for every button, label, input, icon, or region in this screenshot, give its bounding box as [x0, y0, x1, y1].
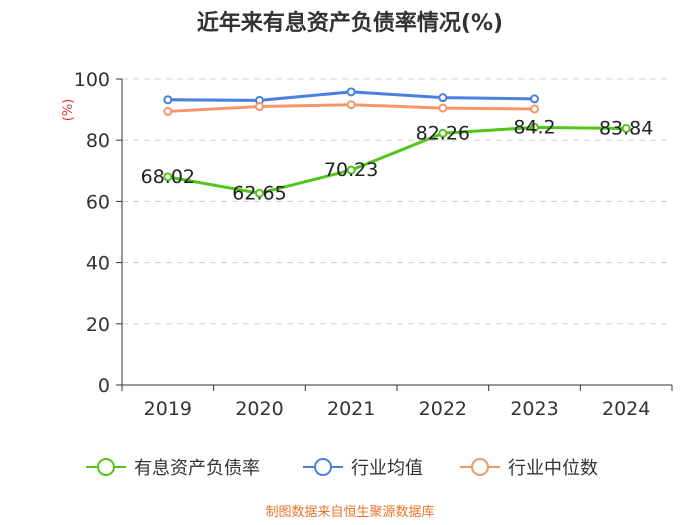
legend[interactable]: 有息资产负债率 行业均值 行业中位数: [86, 458, 598, 479]
data-point[interactable]: [346, 100, 356, 110]
data-label: 82.26: [416, 122, 470, 144]
y-tick-label: 80: [86, 130, 110, 152]
data-point[interactable]: [255, 188, 264, 198]
data-point[interactable]: [438, 128, 448, 138]
data-point[interactable]: [255, 102, 264, 112]
legend-label: 行业中位数: [508, 458, 598, 479]
series-line: [167, 125, 627, 195]
x-tick-label: 2021: [327, 398, 375, 420]
data-point[interactable]: [163, 172, 173, 182]
source-note: 制图数据来自恒生聚源数据库: [265, 504, 434, 520]
data-label: 62.65: [232, 182, 286, 204]
data-label: 70.23: [324, 159, 378, 181]
data-point[interactable]: [530, 94, 539, 104]
y-tick-labels: 0 20 40 60 80 100: [74, 69, 110, 397]
data-label: 68.02: [141, 166, 195, 188]
data-point[interactable]: [163, 106, 173, 116]
data-point[interactable]: [530, 104, 539, 114]
legend-label: 行业均值: [351, 458, 423, 479]
chart-title: 近年来有息资产负债率情况(%): [197, 10, 503, 36]
series-0: [163, 122, 631, 198]
x-tick-label: 2020: [235, 398, 283, 420]
legend-marker: [97, 458, 115, 476]
y-tick-label: 20: [86, 314, 110, 336]
y-tick-label: 0: [98, 375, 110, 397]
data-point[interactable]: [438, 103, 448, 113]
legend-item-0[interactable]: 有息资产负债率: [86, 458, 260, 479]
data-point[interactable]: [346, 87, 356, 97]
legend-marker: [471, 458, 489, 476]
x-tick-label: 2022: [419, 398, 467, 420]
series-lines: [163, 87, 631, 198]
x-tick-label: 2019: [144, 398, 192, 420]
y-tick-label: 100: [74, 69, 110, 91]
data-point[interactable]: [163, 95, 173, 105]
y-tick-label: 40: [86, 253, 110, 275]
data-point[interactable]: [530, 122, 539, 132]
legend-label: 有息资产负债率: [134, 458, 260, 479]
legend-item-2[interactable]: 行业中位数: [460, 458, 598, 479]
data-label: 84.2: [513, 116, 555, 138]
legend-item-1[interactable]: 行业均值: [303, 458, 423, 479]
data-point[interactable]: [621, 123, 631, 133]
legend-marker: [314, 458, 332, 476]
x-tick-label: 2024: [602, 398, 650, 420]
series-2: [163, 100, 539, 116]
y-tick-label: 60: [86, 191, 110, 213]
data-point[interactable]: [438, 93, 448, 103]
data-point[interactable]: [346, 165, 356, 175]
axes: [116, 78, 673, 391]
series-1: [163, 87, 539, 105]
grid-lines: [122, 78, 672, 325]
data-label: 83.84: [599, 117, 653, 139]
y-axis-label: (%): [61, 99, 76, 122]
x-tick-label: 2023: [510, 398, 558, 420]
x-tick-labels: 2019 2020 2021 2022 2023 2024: [144, 398, 651, 420]
data-labels: 68.02 62.65 70.23 82.26 84.2 83.84: [141, 116, 654, 204]
